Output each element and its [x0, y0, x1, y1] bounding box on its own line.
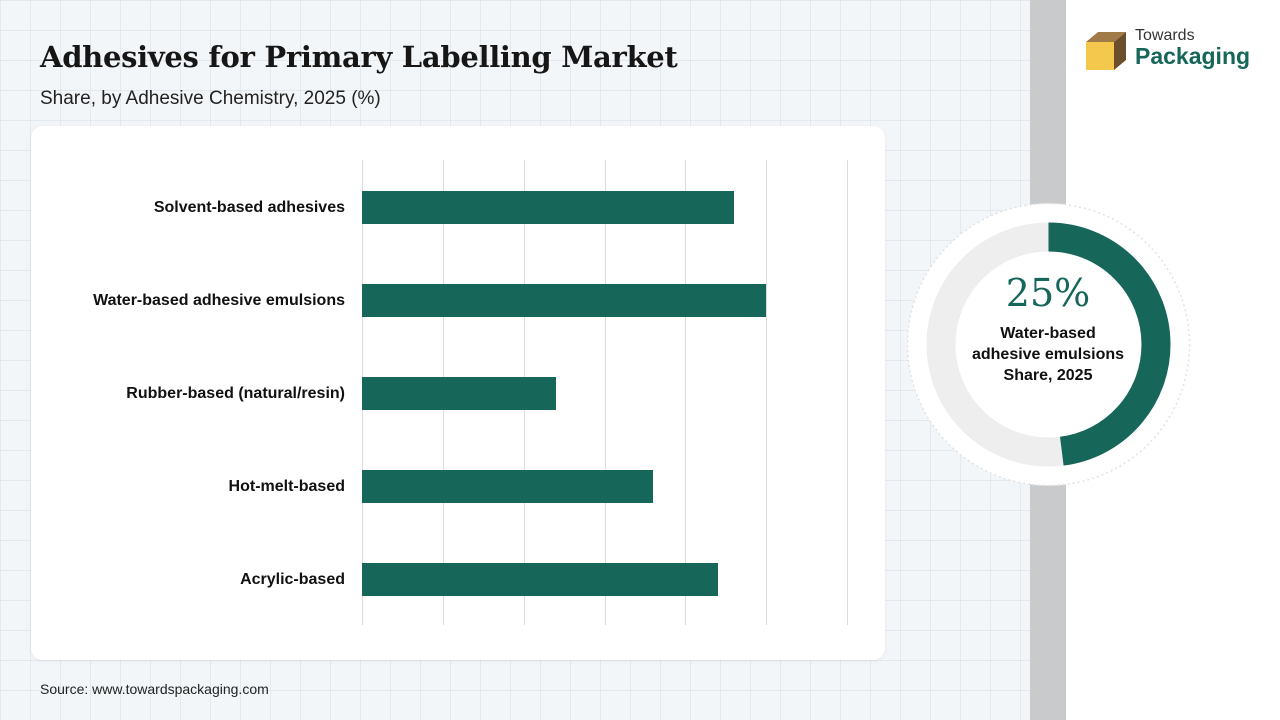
share-donut: [906, 202, 1191, 487]
bar: [362, 470, 654, 503]
chart-title: Adhesives for Primary Labelling Market: [40, 40, 678, 74]
grid-line: [766, 160, 768, 625]
chart-subtitle: Share, by Adhesive Chemistry, 2025 (%): [40, 88, 381, 109]
donut-value-arc: [926, 222, 1171, 467]
category-label: Water-based adhesive emulsions: [93, 291, 345, 309]
brand-name-line1: Towards: [1135, 27, 1195, 44]
grid-line: [604, 160, 606, 625]
highlight-label: Water-based adhesive emulsions Share, 20…: [971, 325, 1125, 384]
packaging-logo-icon: [1086, 32, 1126, 70]
category-label: Hot-melt-based: [228, 477, 345, 495]
category-label: Rubber-based (natural/resin): [126, 384, 345, 402]
category-label: Solvent-based adhesives: [153, 198, 345, 216]
grid-line: [685, 160, 687, 625]
source-note: Source: www.towardspackaging.com: [40, 681, 269, 697]
category-label: Acrylic-based: [240, 570, 345, 588]
bar: [362, 284, 767, 317]
bar: [362, 377, 557, 410]
brand-name-line2: Packaging: [1135, 43, 1251, 69]
highlight-percent: 25%: [1005, 271, 1091, 315]
bar: [362, 563, 718, 596]
bar: [362, 191, 734, 224]
grid-line: [847, 160, 849, 625]
